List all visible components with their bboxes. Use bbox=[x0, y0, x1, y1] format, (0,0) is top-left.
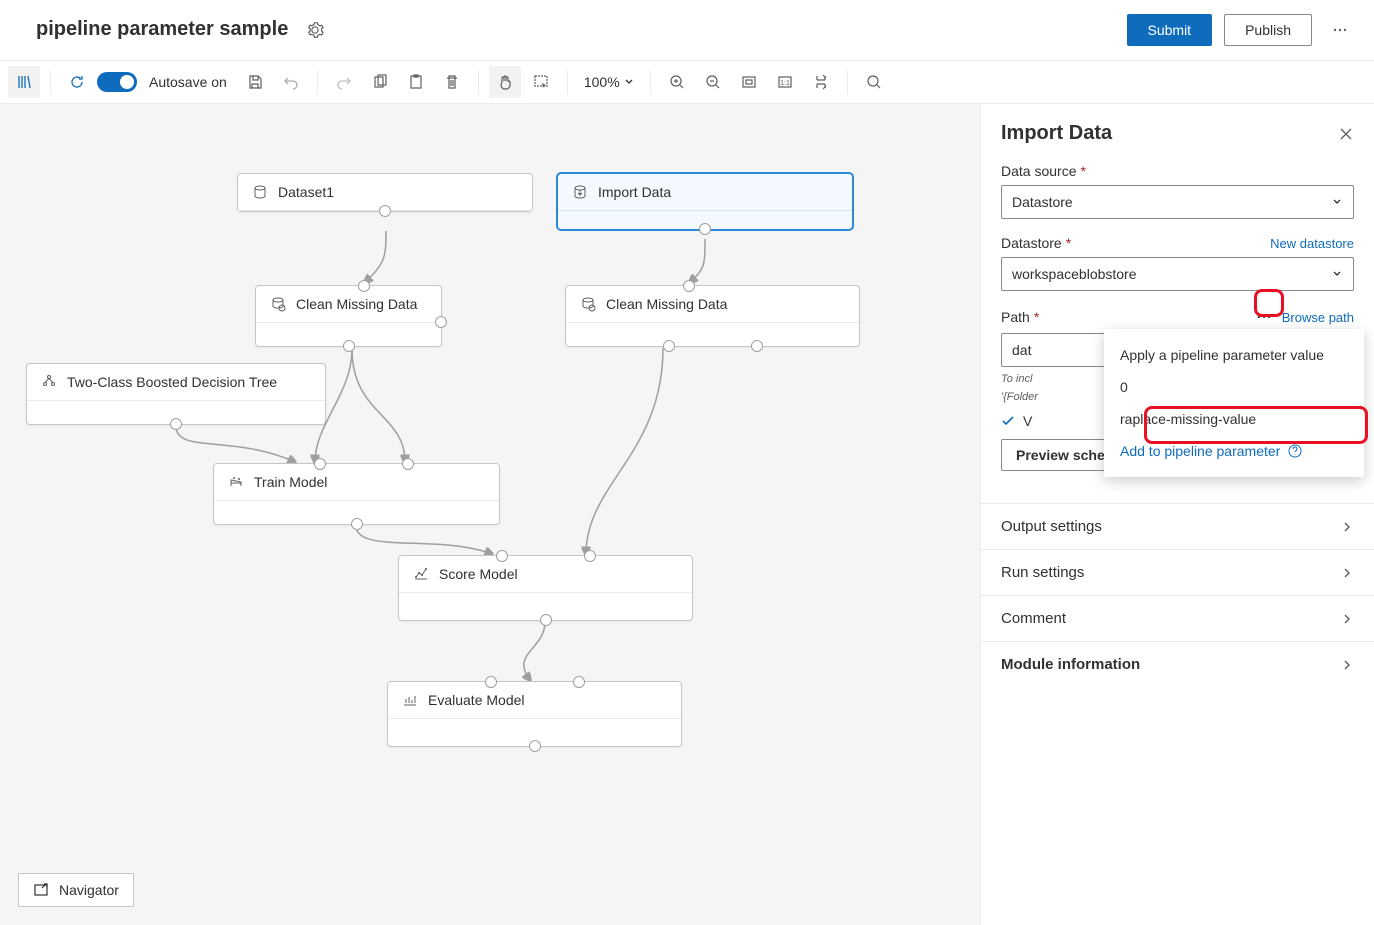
run-settings-section[interactable]: Run settings bbox=[981, 549, 1374, 595]
delete-icon[interactable] bbox=[436, 66, 468, 98]
train-icon bbox=[228, 474, 244, 490]
chevron-right-icon bbox=[1340, 520, 1354, 534]
node-two-class-boosted-decision-tree[interactable]: Two-Class Boosted Decision Tree bbox=[26, 363, 326, 425]
evaluate-icon bbox=[402, 692, 418, 708]
fit-icon[interactable] bbox=[733, 66, 765, 98]
database-icon bbox=[252, 184, 268, 200]
import-icon bbox=[572, 184, 588, 200]
tree-icon bbox=[41, 374, 57, 390]
pipeline-title: pipeline parameter sample bbox=[36, 18, 288, 41]
navigator-button[interactable]: Navigator bbox=[18, 873, 134, 907]
node-train-model[interactable]: Train Model bbox=[213, 463, 500, 525]
score-icon bbox=[413, 566, 429, 582]
popup-option-0[interactable]: 0 bbox=[1104, 371, 1364, 403]
clean-icon bbox=[270, 296, 286, 312]
zoom-out-icon[interactable] bbox=[697, 66, 729, 98]
more-icon[interactable] bbox=[1330, 20, 1350, 40]
module-information-section[interactable]: Module information bbox=[981, 641, 1374, 687]
browse-path-link[interactable]: Browse path bbox=[1282, 310, 1354, 325]
data-source-field: Data source* Datastore bbox=[1001, 163, 1354, 219]
page-header: pipeline parameter sample Submit Publish bbox=[0, 0, 1374, 60]
clean-icon bbox=[580, 296, 596, 312]
data-source-select[interactable]: Datastore bbox=[1001, 185, 1354, 219]
copy-icon[interactable] bbox=[364, 66, 396, 98]
library-icon[interactable] bbox=[8, 66, 40, 98]
svg-text:1:1: 1:1 bbox=[780, 80, 790, 87]
popup-apply-label: Apply a pipeline parameter value bbox=[1104, 339, 1364, 371]
toolbar: Autosave on 100% 1:1 bbox=[0, 60, 1374, 104]
check-icon bbox=[1001, 414, 1015, 428]
autolayout-icon[interactable] bbox=[805, 66, 837, 98]
gear-icon[interactable] bbox=[306, 21, 324, 39]
comment-section[interactable]: Comment bbox=[981, 595, 1374, 641]
popup-option-replace[interactable]: raplace-missing-value bbox=[1104, 403, 1364, 435]
node-clean-missing-data-2[interactable]: Clean Missing Data bbox=[565, 285, 860, 347]
submit-button[interactable]: Submit bbox=[1127, 14, 1213, 46]
node-dataset1[interactable]: Dataset1 bbox=[237, 173, 533, 212]
pipeline-parameter-popup: Apply a pipeline parameter value 0 rapla… bbox=[1104, 329, 1364, 477]
actual-size-icon[interactable]: 1:1 bbox=[769, 66, 801, 98]
chevron-right-icon bbox=[1340, 658, 1354, 672]
chevron-down-icon bbox=[1331, 196, 1343, 208]
node-clean-missing-data-1[interactable]: Clean Missing Data bbox=[255, 285, 442, 347]
navigator-icon bbox=[33, 882, 49, 898]
autosave-label: Autosave on bbox=[149, 74, 227, 90]
new-datastore-link[interactable]: New datastore bbox=[1270, 236, 1354, 251]
zoom-in-icon[interactable] bbox=[661, 66, 693, 98]
properties-panel: Import Data Data source* Datastore Datas… bbox=[980, 104, 1374, 925]
search-icon[interactable] bbox=[858, 66, 890, 98]
node-import-data[interactable]: Import Data bbox=[557, 173, 853, 230]
node-score-model[interactable]: Score Model bbox=[398, 555, 693, 621]
select-icon[interactable] bbox=[525, 66, 557, 98]
redo-icon[interactable] bbox=[328, 66, 360, 98]
chevron-right-icon bbox=[1340, 612, 1354, 626]
zoom-level[interactable]: 100% bbox=[578, 74, 640, 90]
chevron-down-icon bbox=[1331, 268, 1343, 280]
paste-icon[interactable] bbox=[400, 66, 432, 98]
panel-title: Import Data bbox=[1001, 122, 1338, 145]
refresh-icon[interactable] bbox=[61, 66, 93, 98]
close-icon[interactable] bbox=[1338, 126, 1354, 142]
node-evaluate-model[interactable]: Evaluate Model bbox=[387, 681, 682, 747]
publish-button[interactable]: Publish bbox=[1224, 14, 1312, 46]
autosave-toggle[interactable] bbox=[97, 72, 137, 92]
pan-icon[interactable] bbox=[489, 66, 521, 98]
path-more-button[interactable] bbox=[1252, 307, 1276, 327]
datastore-select[interactable]: workspaceblobstore bbox=[1001, 257, 1354, 291]
pipeline-canvas[interactable]: Dataset1 Import Data Clean Missing Data bbox=[0, 104, 980, 925]
help-icon bbox=[1288, 444, 1302, 458]
path-field: Path* Browse path dat To incl e like so:… bbox=[1001, 307, 1354, 471]
undo-icon[interactable] bbox=[275, 66, 307, 98]
add-to-pipeline-parameter-link[interactable]: Add to pipeline parameter bbox=[1104, 435, 1364, 467]
output-settings-section[interactable]: Output settings bbox=[981, 503, 1374, 549]
save-icon[interactable] bbox=[239, 66, 271, 98]
datastore-field: Datastore* New datastore workspaceblobst… bbox=[1001, 235, 1354, 291]
chevron-right-icon bbox=[1340, 566, 1354, 580]
